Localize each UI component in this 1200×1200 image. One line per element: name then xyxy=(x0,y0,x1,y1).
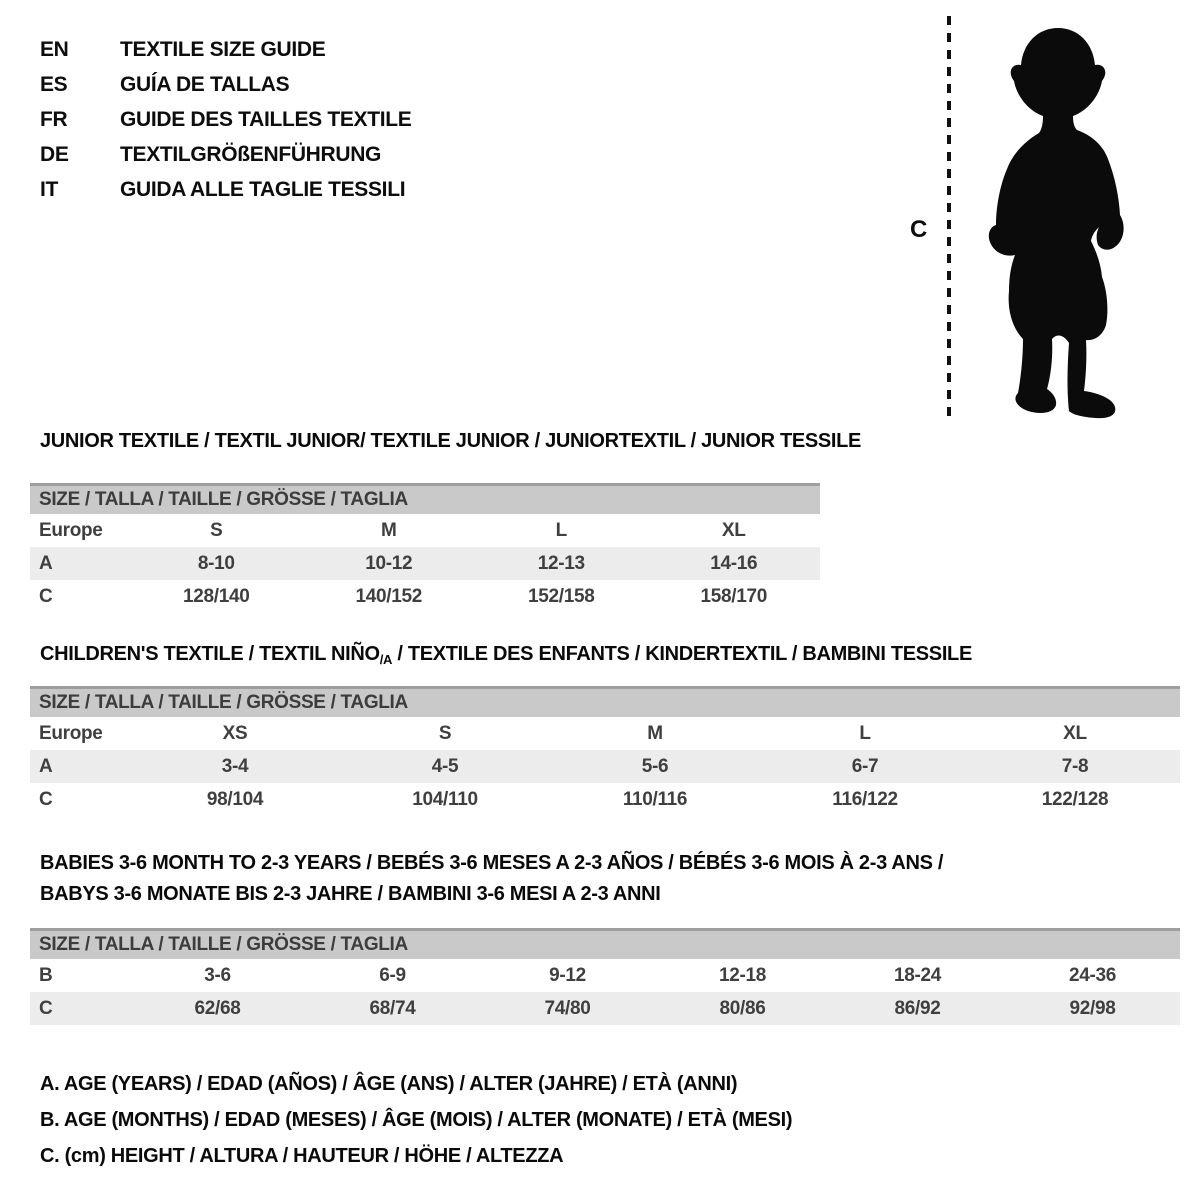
lang-row-de: DE TEXTILGRÖßENFÜHRUNG xyxy=(40,137,411,172)
size-cell: 14-16 xyxy=(710,552,758,574)
size-cell: M xyxy=(380,519,397,541)
size-header-band: SIZE / TALLA / TAILLE / GRÖSSE / TAGLIA xyxy=(30,928,1180,959)
size-cell: 12-18 xyxy=(719,964,766,986)
row-label: B xyxy=(39,964,53,986)
row-label: C xyxy=(39,585,53,607)
size-cell: 5-6 xyxy=(641,755,669,777)
footnotes: A. AGE (YEARS) / EDAD (AÑOS) / ÂGE (ANS)… xyxy=(40,1066,792,1174)
size-header-label: SIZE / TALLA / TAILLE / GRÖSSE / TAGLIA xyxy=(39,489,408,510)
lang-title: GUIDE DES TAILLES TEXTILE xyxy=(120,107,412,131)
lang-code: EN xyxy=(40,37,69,61)
size-cell: 8-10 xyxy=(197,552,235,574)
size-cell: 7-8 xyxy=(1061,755,1089,777)
size-cell: 74/80 xyxy=(544,997,591,1019)
junior-size-table: SIZE / TALLA / TAILLE / GRÖSSE / TAGLIA … xyxy=(30,483,820,613)
size-header-band: SIZE / TALLA / TAILLE / GRÖSSE / TAGLIA xyxy=(30,483,820,514)
size-cell: 68/74 xyxy=(369,997,416,1019)
children-section-title: CHILDREN'S TEXTILE / TEXTIL NIÑO/A / TEX… xyxy=(40,643,972,667)
footnote-b: B. AGE (MONTHS) / EDAD (MESES) / ÂGE (MO… xyxy=(40,1109,793,1131)
size-cell: 152/158 xyxy=(528,585,595,607)
row-label: A xyxy=(39,755,53,777)
table-row-europe: Europe XS S M L XL xyxy=(30,717,1180,750)
size-cell: 3-4 xyxy=(221,755,249,777)
size-cell: S xyxy=(438,722,452,744)
size-cell: 4-5 xyxy=(431,755,459,777)
size-header-label: SIZE / TALLA / TAILLE / GRÖSSE / TAGLIA xyxy=(39,692,408,713)
children-size-table: SIZE / TALLA / TAILLE / GRÖSSE / TAGLIA … xyxy=(30,686,1180,816)
table-row-height: C 62/68 68/74 74/80 80/86 86/92 92/98 xyxy=(30,992,1180,1025)
size-cell: 80/86 xyxy=(719,997,766,1019)
table-row-height: C 98/104 104/110 110/116 116/122 122/128 xyxy=(30,783,1180,816)
size-cell: 18-24 xyxy=(894,964,941,986)
row-label: Europe xyxy=(39,722,103,744)
size-cell: XS xyxy=(222,722,248,744)
size-header-band: SIZE / TALLA / TAILLE / GRÖSSE / TAGLIA xyxy=(30,686,1180,717)
size-cell: 122/128 xyxy=(1041,788,1109,810)
junior-section-title: JUNIOR TEXTILE / TEXTIL JUNIOR/ TEXTILE … xyxy=(40,430,862,452)
row-label: C xyxy=(39,997,53,1019)
lang-row-es: ES GUÍA DE TALLAS xyxy=(40,67,411,102)
height-measure-label: C xyxy=(910,216,928,243)
size-cell: 98/104 xyxy=(206,788,264,810)
size-cell: 12-13 xyxy=(537,552,585,574)
height-measure-dashed-line xyxy=(947,16,951,418)
size-cell: L xyxy=(555,519,568,541)
language-title-list: EN TEXTILE SIZE GUIDE ES GUÍA DE TALLAS … xyxy=(40,32,412,207)
lang-title: GUÍA DE TALLAS xyxy=(120,72,290,96)
size-cell: 92/98 xyxy=(1069,997,1116,1019)
children-title-sub: /A xyxy=(379,652,393,667)
size-cell: 6-9 xyxy=(379,964,406,986)
table-row-age: A 3-4 4-5 5-6 6-7 7-8 xyxy=(30,750,1180,783)
row-label: Europe xyxy=(39,519,103,541)
babies-title-line1: BABIES 3-6 MONTH TO 2-3 YEARS / BEBÉS 3-… xyxy=(40,852,944,874)
size-cell: 10-12 xyxy=(365,552,413,574)
size-cell: 104/110 xyxy=(412,788,478,810)
toddler-silhouette-icon xyxy=(988,28,1124,419)
babies-title-line2: BABYS 3-6 MONATE BIS 2-3 JAHRE / BAMBINI… xyxy=(40,883,661,905)
lang-row-it: IT GUIDA ALLE TAGLIE TESSILI xyxy=(40,172,411,207)
size-cell: XL xyxy=(721,519,746,541)
size-cell: M xyxy=(647,722,663,744)
size-cell: XL xyxy=(1063,722,1087,744)
size-cell: 62/68 xyxy=(194,997,241,1019)
lang-code: FR xyxy=(40,107,68,131)
size-cell: 24-36 xyxy=(1069,964,1116,986)
row-label: A xyxy=(39,552,53,574)
size-cell: 116/122 xyxy=(832,788,898,810)
size-header-label: SIZE / TALLA / TAILLE / GRÖSSE / TAGLIA xyxy=(39,934,408,955)
lang-code: ES xyxy=(40,72,68,96)
size-cell: 140/152 xyxy=(355,585,423,607)
table-row-months: B 3-6 6-9 9-12 12-18 18-24 24-36 xyxy=(30,959,1180,992)
table-row-height: C 128/140 140/152 152/158 158/170 xyxy=(30,580,820,613)
size-cell: 6-7 xyxy=(851,755,879,777)
babies-size-table: SIZE / TALLA / TAILLE / GRÖSSE / TAGLIA … xyxy=(30,928,1180,1025)
lang-row-fr: FR GUIDE DES TAILLES TEXTILE xyxy=(40,102,412,137)
size-cell: L xyxy=(859,722,871,744)
footnote-c: C. (cm) HEIGHT / ALTURA / HAUTEUR / HÖHE… xyxy=(40,1145,564,1167)
children-title-pre: CHILDREN'S TEXTILE / TEXTIL NIÑO xyxy=(40,643,380,665)
footnote-a: A. AGE (YEARS) / EDAD (AÑOS) / ÂGE (ANS)… xyxy=(40,1073,738,1095)
size-cell: 158/170 xyxy=(700,585,768,607)
babies-section-title: BABIES 3-6 MONTH TO 2-3 YEARS / BEBÉS 3-… xyxy=(40,848,943,910)
lang-title: GUIDA ALLE TAGLIE TESSILI xyxy=(120,177,406,201)
table-row-age: A 8-10 10-12 12-13 14-16 xyxy=(30,547,820,580)
table-row-europe: Europe S M L XL xyxy=(30,514,820,547)
lang-title: TEXTILE SIZE GUIDE xyxy=(120,37,326,61)
size-cell: 86/92 xyxy=(894,997,941,1019)
size-cell: 110/116 xyxy=(622,788,688,810)
lang-code: DE xyxy=(40,142,69,166)
lang-title: TEXTILGRÖßENFÜHRUNG xyxy=(120,142,382,166)
size-cell: 128/140 xyxy=(183,585,250,607)
size-cell: 9-12 xyxy=(549,964,586,986)
lang-row-en: EN TEXTILE SIZE GUIDE xyxy=(40,32,411,67)
size-cell: 3-6 xyxy=(204,964,231,986)
size-cell: S xyxy=(210,519,223,541)
lang-code: IT xyxy=(40,177,59,201)
row-label: C xyxy=(39,788,53,810)
children-title-post: / TEXTILE DES ENFANTS / KINDERTEXTIL / B… xyxy=(392,643,972,665)
